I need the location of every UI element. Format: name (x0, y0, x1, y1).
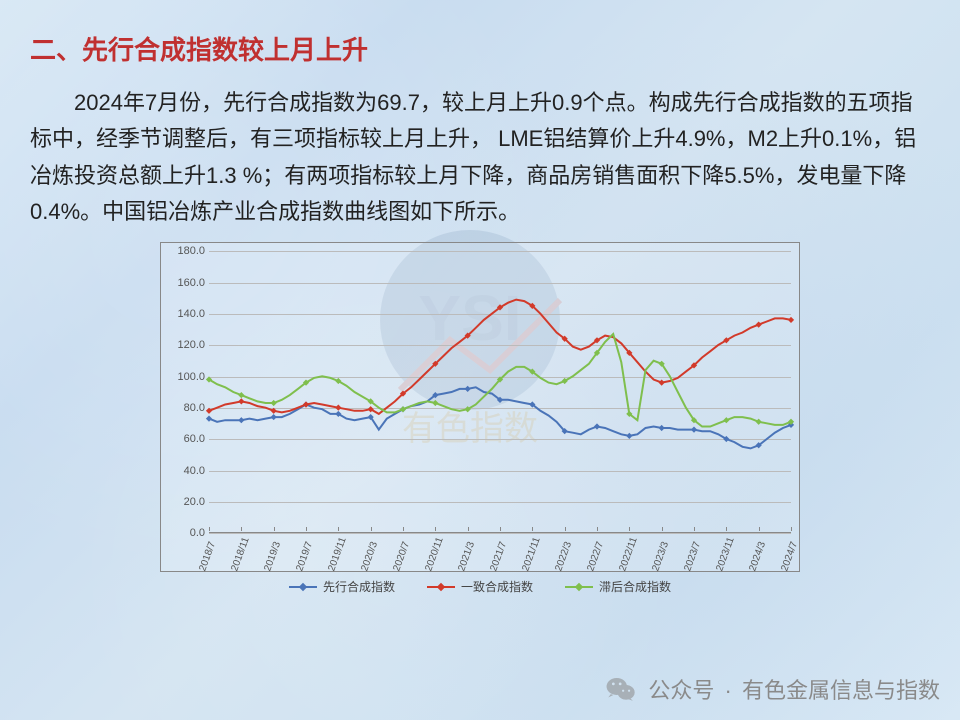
legend-label: 滞后合成指数 (599, 578, 671, 595)
legend-item: 滞后合成指数 (565, 578, 671, 595)
x-tick-label: 2018/11 (230, 536, 252, 573)
x-tick (435, 527, 436, 531)
y-tick-label: 60.0 (165, 433, 205, 445)
x-tick (306, 527, 307, 531)
series-marker (723, 417, 729, 423)
y-tick-label: 160.0 (165, 277, 205, 289)
x-tick-label: 2023/11 (715, 536, 737, 573)
x-tick (274, 527, 275, 531)
series-marker (788, 419, 794, 425)
series-marker (659, 380, 665, 386)
x-tick-label: 2020/11 (424, 536, 446, 573)
series-marker (206, 416, 212, 422)
legend-swatch (427, 586, 455, 588)
x-tick-label: 2022/3 (553, 540, 574, 573)
series-marker (238, 398, 244, 404)
y-tick-label: 140.0 (165, 308, 205, 320)
x-axis-labels: 2018/72018/112019/32019/72019/112020/320… (209, 531, 789, 569)
chart-legend: 先行合成指数 一致合成指数 滞后合成指数 (160, 578, 800, 595)
series-marker (238, 392, 244, 398)
series-marker (756, 322, 762, 328)
x-tick (371, 527, 372, 531)
y-tick-label: 100.0 (165, 371, 205, 383)
series-marker (691, 427, 697, 433)
series-marker (271, 408, 277, 414)
series-marker (756, 419, 762, 425)
x-tick-label: 2018/7 (197, 540, 218, 573)
report-page: YSI 有色指数 二、先行合成指数较上月上升 2024年7月份，先行合成指数为6… (0, 0, 960, 720)
x-tick-label: 2022/11 (618, 536, 640, 573)
series-marker (335, 405, 341, 411)
x-tick-label: 2024/7 (779, 540, 800, 573)
x-tick (597, 527, 598, 531)
x-tick (500, 527, 501, 531)
footer-text: 公众号 · 有色金属信息与指数 (648, 673, 940, 705)
series-marker (788, 317, 794, 323)
chart-box: 0.0 20.0 40.0 60.0 80.0 100.0 120.0 140.0 160.0 1… (160, 242, 800, 572)
series-marker (626, 433, 632, 439)
x-tick-label: 2021/3 (456, 540, 477, 573)
composite-index-chart: 0.0 20.0 40.0 60.0 80.0 100.0 120.0 140.0 160.0 1… (160, 242, 800, 595)
body-paragraph: 2024年7月份，先行合成指数为69.7，较上月上升0.9个点。构成先行合成指数… (30, 85, 930, 230)
legend-swatch (565, 586, 593, 588)
x-tick (726, 527, 727, 531)
x-tick-label: 2021/11 (521, 536, 543, 573)
series-marker (271, 414, 277, 420)
footer-attribution: 公众号 · 有色金属信息与指数 (604, 672, 940, 706)
series-marker (659, 425, 665, 431)
series-marker (271, 400, 277, 406)
series-line (209, 387, 791, 448)
x-tick-label: 2024/3 (747, 540, 768, 573)
x-tick (694, 527, 695, 531)
y-tick-label: 20.0 (165, 496, 205, 508)
footer-sep: · (725, 678, 732, 703)
y-tick-label: 0.0 (165, 527, 205, 539)
x-tick-label: 2020/3 (359, 540, 380, 573)
x-tick-label: 2019/7 (294, 540, 315, 573)
y-tick-label: 80.0 (165, 402, 205, 414)
x-tick (403, 527, 404, 531)
x-tick (759, 527, 760, 531)
x-tick-label: 2023/7 (682, 540, 703, 573)
x-tick (468, 527, 469, 531)
legend-label: 一致合成指数 (461, 578, 533, 595)
legend-label: 先行合成指数 (323, 578, 395, 595)
series-marker (465, 386, 471, 392)
x-tick (532, 527, 533, 531)
section-title: 二、先行合成指数较上月上升 (30, 30, 930, 67)
series-marker (594, 424, 600, 430)
y-tick-label: 120.0 (165, 339, 205, 351)
x-tick-label: 2023/3 (650, 540, 671, 573)
x-tick (565, 527, 566, 531)
y-tick-label: 40.0 (165, 465, 205, 477)
legend-swatch (289, 586, 317, 588)
legend-item: 一致合成指数 (427, 578, 533, 595)
x-tick (791, 527, 792, 531)
x-tick-label: 2020/7 (391, 540, 412, 573)
x-tick (629, 527, 630, 531)
line-series-svg (209, 251, 791, 533)
x-tick (338, 527, 339, 531)
x-tick-label: 2019/11 (327, 536, 349, 573)
footer-name: 有色金属信息与指数 (742, 678, 940, 703)
x-tick (209, 527, 210, 531)
plot-area: 0.020.040.060.080.0100.0120.0140.0160.01… (209, 251, 791, 533)
x-tick-label: 2019/3 (262, 540, 283, 573)
x-tick-label: 2021/7 (488, 540, 509, 573)
series-marker (206, 408, 212, 414)
footer-prefix: 公众号 (648, 678, 714, 703)
x-tick (662, 527, 663, 531)
wechat-icon (604, 672, 638, 706)
x-tick-label: 2022/7 (585, 540, 606, 573)
series-marker (432, 400, 438, 406)
y-tick-label: 180.0 (165, 245, 205, 257)
legend-item: 先行合成指数 (289, 578, 395, 595)
x-tick (241, 527, 242, 531)
series-marker (238, 417, 244, 423)
